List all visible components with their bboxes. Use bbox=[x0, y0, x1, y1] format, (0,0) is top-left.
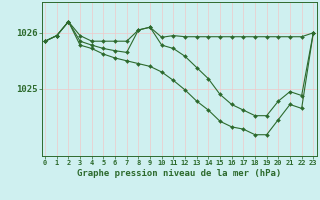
X-axis label: Graphe pression niveau de la mer (hPa): Graphe pression niveau de la mer (hPa) bbox=[77, 169, 281, 178]
